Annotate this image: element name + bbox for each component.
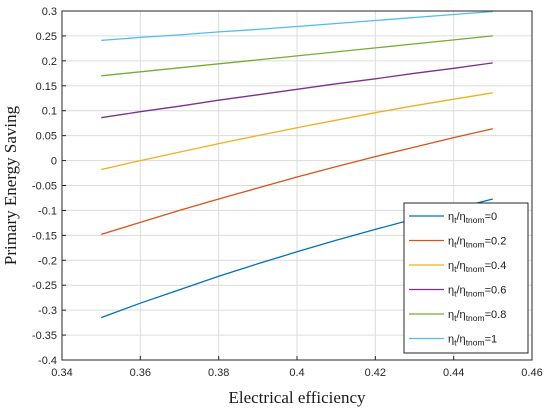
y-tick-label: -0.3 (38, 305, 57, 317)
series-line-2 (101, 92, 493, 171)
y-tick-label: 0 (51, 156, 57, 168)
x-axis-label: Electrical efficiency (228, 388, 366, 407)
y-tick-label: -0.05 (32, 181, 57, 193)
legend-label-2: ηt/ηtnom=0.4 (448, 260, 506, 274)
y-tick-label: -0.1 (38, 205, 57, 217)
legend-box (403, 202, 529, 354)
legend-label-1: ηt/ηtnom=0.2 (448, 236, 506, 250)
y-tick-label: 0.15 (36, 81, 57, 93)
y-tick-label: 0.05 (36, 131, 57, 143)
y-tick-label: -0.2 (38, 255, 57, 267)
x-tick-label: 0.4 (289, 367, 304, 379)
x-tick-label: 0.36 (130, 367, 151, 379)
series-line-1 (101, 128, 493, 236)
y-tick-label: -0.25 (32, 280, 57, 292)
x-tick-label: 0.38 (208, 367, 229, 379)
y-axis-label: Primary Energy Saving (1, 105, 20, 265)
y-tick-label: -0.4 (38, 355, 57, 367)
series-line-5 (101, 10, 493, 42)
y-tick-label: 0.3 (42, 6, 57, 18)
x-tick-label: 0.34 (51, 367, 72, 379)
series-line-4 (101, 35, 493, 77)
legend-label-5: ηt/ηtnom=1 (448, 334, 497, 348)
series-lines (100, 10, 493, 319)
legend-label-3: ηt/ηtnom=0.6 (448, 285, 506, 299)
legend-label-0: ηt/ηtnom=0 (448, 211, 497, 225)
axis-ticks: 0.34 0.36 0.38 0.4 0.42 0.44 0.46 -0.4 -0.35 -0.3… (32, 6, 543, 379)
y-tick-label: 0.1 (42, 106, 57, 118)
x-tick-label: 0.46 (521, 367, 542, 379)
series-line-3 (101, 62, 493, 119)
x-tick-label: 0.44 (443, 367, 464, 379)
x-tick-label: 0.42 (365, 367, 386, 379)
y-tick-label: -0.15 (32, 230, 57, 242)
y-tick-label: 0.25 (36, 31, 57, 43)
y-tick-label: 0.2 (42, 56, 57, 68)
legend-label-4: ηt/ηtnom=0.8 (448, 309, 506, 323)
legend: ηt/ηtnom=0 ηt/ηtnom=0.2 ηt/ηtnom=0.4 ηt/ηtn… (403, 202, 529, 354)
y-tick-label: -0.35 (32, 330, 57, 342)
